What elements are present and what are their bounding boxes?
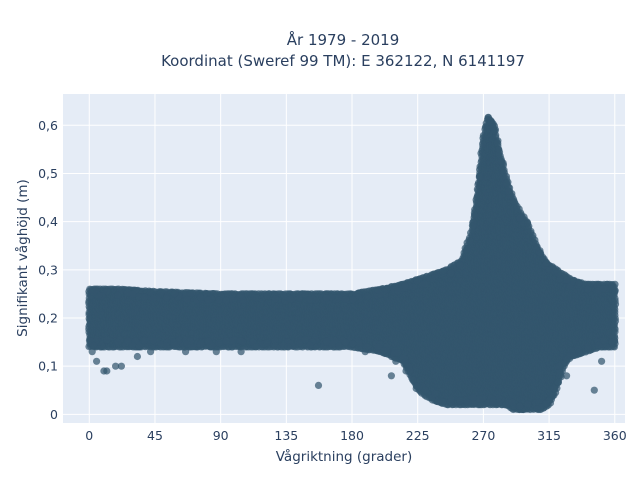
chart-subtitle: Koordinat (Sweref 99 TM): E 362122, N 61… xyxy=(161,52,525,70)
chart-title: År 1979 - 2019 xyxy=(287,30,400,49)
data-points xyxy=(85,113,620,414)
